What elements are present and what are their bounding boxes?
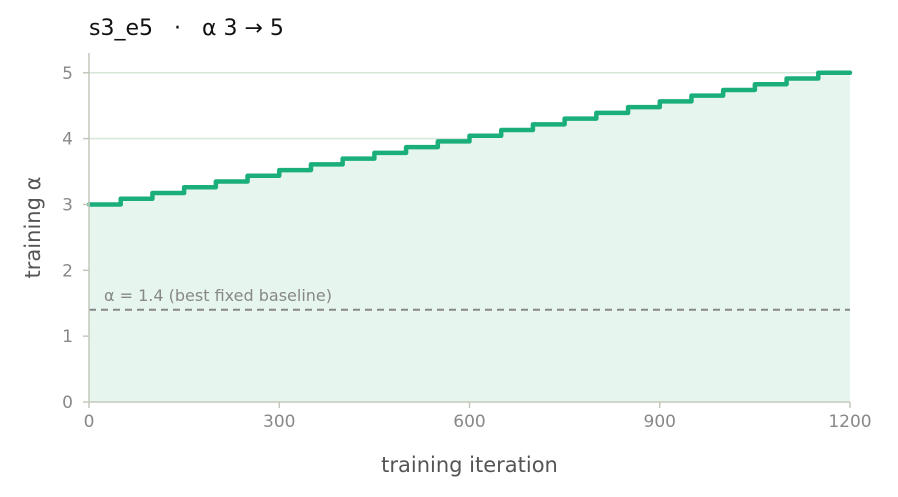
x-axis-label: training iteration [381, 453, 558, 477]
series-fill-area [89, 72, 850, 403]
x-tick-label: 0 [84, 412, 95, 432]
x-tick-label: 300 [263, 412, 295, 432]
x-tick-label: 900 [644, 412, 676, 432]
x-tick-label: 600 [453, 412, 485, 432]
baseline-annotation: α = 1.4 (best fixed baseline) [104, 286, 332, 305]
y-axis-label: training α [21, 177, 45, 279]
y-tick-label: 0 [62, 393, 73, 413]
y-tick-label: 1 [62, 327, 73, 347]
y-tick-label: 5 [62, 64, 73, 84]
y-tick-label: 2 [62, 261, 73, 281]
chart-title: s3_e5 · α 3 → 5 [89, 16, 284, 41]
y-tick-label: 4 [62, 130, 73, 150]
tick-labels: 0 300 600 900 1200 0 1 2 3 4 5 [62, 64, 871, 432]
x-tick-label: 1200 [828, 412, 871, 432]
series-step-line [86, 70, 853, 207]
y-tick-label: 3 [62, 195, 73, 215]
